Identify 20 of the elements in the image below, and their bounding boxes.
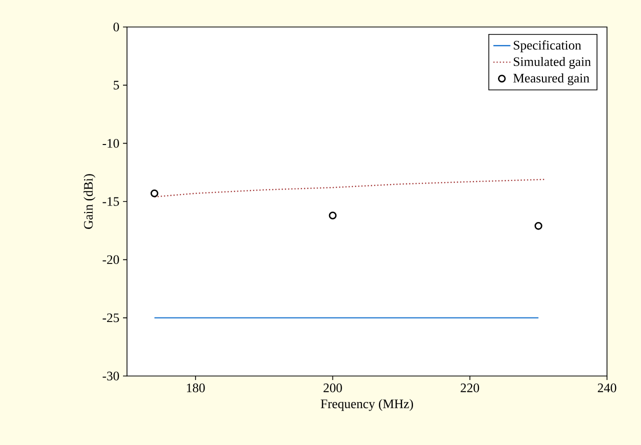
- legend-label: Measured gain: [513, 73, 590, 86]
- x-tick-label: 240: [598, 384, 616, 392]
- x-axis-title: Frequency (MHz): [320, 399, 414, 411]
- x-tick-label: 200: [324, 384, 342, 392]
- point: [150, 189, 158, 198]
- line-series: [154, 178, 546, 198]
- y-tick-label: 0: [114, 22, 119, 32]
- y-axis-title: Gain (dBi): [84, 174, 96, 229]
- x-tick-label: 180: [187, 384, 205, 392]
- legend-label: Specification: [514, 40, 582, 52]
- y-tick-label: 5: [114, 80, 119, 90]
- legend-label: Simulated gain: [514, 56, 591, 69]
- point: [534, 222, 542, 230]
- y-tick-label: -15: [102, 197, 119, 206]
- x-tick-label: 220: [460, 384, 480, 392]
- y-tick-label: -25: [102, 313, 119, 322]
- point: [328, 212, 337, 220]
- y-tick-label: -10: [102, 138, 119, 148]
- y-tick-label: -20: [102, 255, 119, 264]
- y-tick-label: -30: [102, 372, 119, 380]
